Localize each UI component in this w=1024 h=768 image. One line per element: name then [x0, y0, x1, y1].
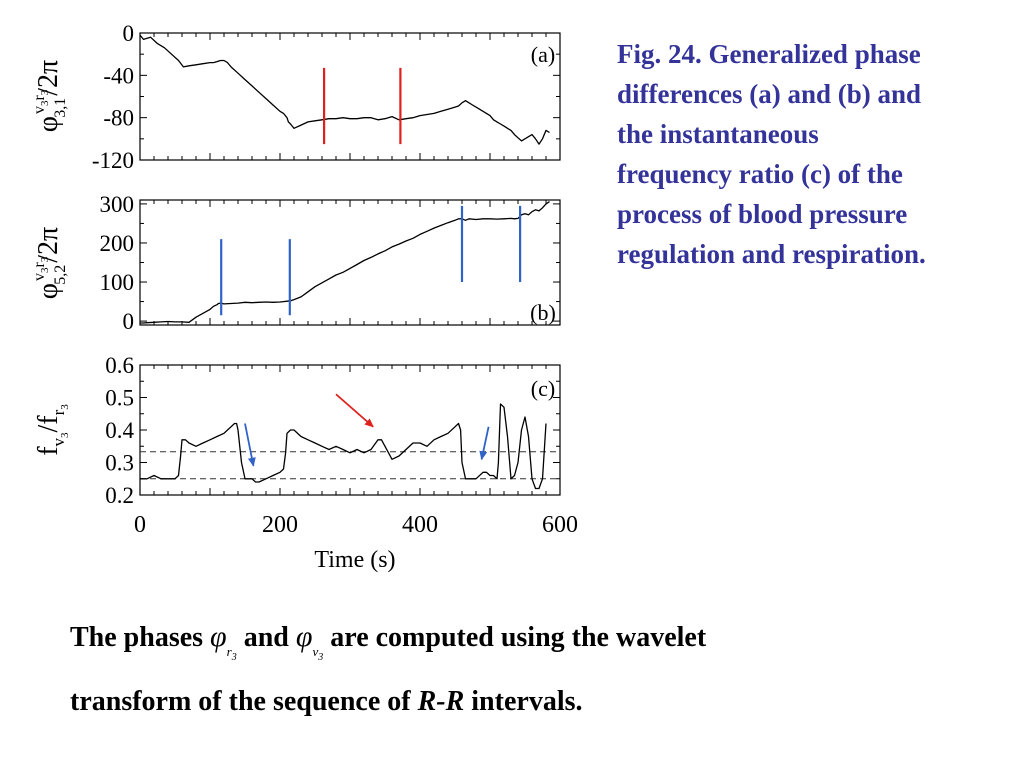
caption-line: frequency ratio (c) of the	[617, 159, 903, 189]
phi-subscript-index: 3	[318, 652, 324, 663]
series-line	[139, 34, 550, 145]
y-axis-label-part: 3	[39, 89, 51, 95]
y-axis-label-part: /2π	[33, 60, 64, 96]
y-tick-label: 0.2	[105, 483, 134, 508]
y-tick-label: 0.6	[105, 353, 134, 378]
y-axis-label: fv3/fr3	[33, 404, 71, 456]
y-axis-label-part: r	[31, 262, 48, 268]
y-axis-label-part: 5,2	[52, 265, 69, 285]
body-text-fragment: intervals.	[464, 686, 583, 717]
caption-line: process of blood pressure	[617, 199, 908, 229]
x-tick-label: 200	[262, 512, 298, 538]
y-axis-label-part: 3	[59, 404, 71, 410]
y-tick-label: 0	[123, 309, 135, 334]
body-text-fragment: transform of the sequence of	[70, 686, 418, 717]
y-axis-label: φv3r33,1/2π	[31, 60, 69, 132]
caption-line: the instantaneous	[617, 119, 819, 149]
x-tick-label: 600	[542, 512, 578, 538]
y-tick-label: 0.4	[105, 418, 134, 443]
phi-subscript-letter: v	[312, 644, 319, 659]
plot-frame	[139, 32, 561, 161]
series-line	[140, 201, 550, 324]
chart-panel-1: 0-40-80-120(a)φv3r33,1/2π	[31, 21, 561, 173]
y-tick-label: 200	[100, 231, 135, 256]
y-axis-label-part: φ	[33, 283, 64, 299]
annotation-arrow	[335, 393, 374, 428]
x-tick-label: 0	[134, 512, 146, 538]
y-axis-label-part: v	[31, 273, 48, 281]
y-axis-label-part: r	[49, 409, 68, 415]
y-axis-label-part: 3	[39, 267, 51, 273]
phi-subscript: v3	[312, 644, 323, 663]
y-axis-label-part: /f	[33, 415, 64, 433]
caption-line: differences (a) and (b) and	[617, 79, 922, 109]
x-tick-label: 400	[402, 512, 438, 538]
figure: 0 -40 -80 -120 (a) φv3r33,1/2π 300 200 100 0 (b) φv…	[0, 0, 600, 590]
panel-label: (b)	[530, 300, 556, 325]
x-axis-label: Time (s)	[314, 547, 395, 573]
y-tick-label: 100	[100, 270, 135, 295]
phi-subscript-letter: r	[226, 644, 232, 659]
y-tick-label: 0.5	[105, 386, 134, 411]
annotation-arrow	[479, 426, 490, 461]
figure-caption: Fig. 24. Generalized phase differences (…	[617, 34, 1017, 274]
y-tick-label: 0	[123, 21, 135, 46]
rr-term: R-R	[417, 686, 465, 717]
phi-subscript: r3	[226, 644, 237, 663]
phi-subscript-index: 3	[231, 652, 237, 663]
body-text: The phases φr3 and φv3 are computed usin…	[70, 615, 1010, 724]
y-axis-label: φv3r35,2/2π	[31, 227, 69, 299]
caption-line: regulation and respiration.	[617, 239, 926, 269]
y-tick-label: 300	[100, 192, 135, 217]
y-axis-label-part: 3	[39, 256, 51, 262]
y-axis-label-part: 3,1	[52, 98, 69, 118]
y-tick-label: 0.3	[105, 451, 134, 476]
body-text-fragment: The phases	[70, 622, 211, 653]
y-axis-label-part: 3	[39, 100, 51, 106]
y-tick-label: -120	[92, 148, 134, 173]
y-axis-label-part: r	[31, 95, 48, 101]
y-axis-label-part: v	[49, 437, 68, 446]
body-text-line-2: transform of the sequence of R-R interva…	[70, 680, 1010, 724]
y-axis-label-part: v	[31, 106, 48, 114]
panel-label: (c)	[531, 376, 555, 401]
panel-label: (a)	[531, 42, 555, 67]
y-tick-label: -40	[103, 63, 134, 88]
y-axis-label-part: φ	[33, 116, 64, 132]
phi-symbol: φ	[210, 620, 227, 653]
annotation-arrow	[244, 423, 256, 467]
y-axis-label-part: 3	[59, 432, 71, 438]
y-axis-label-part: /2π	[33, 227, 64, 263]
series-line	[140, 403, 547, 490]
phi-symbol: φ	[295, 620, 313, 653]
body-text-line-1: The phases φr3 and φv3 are computed usin…	[70, 615, 1010, 680]
y-axis-label-part: f	[33, 446, 64, 456]
y-tick-label: -80	[103, 106, 134, 131]
body-text-fragment: and	[236, 622, 296, 653]
caption-line: Fig. 24. Generalized phase	[617, 39, 921, 69]
body-text-fragment: are computed using the wavelet	[323, 622, 707, 653]
